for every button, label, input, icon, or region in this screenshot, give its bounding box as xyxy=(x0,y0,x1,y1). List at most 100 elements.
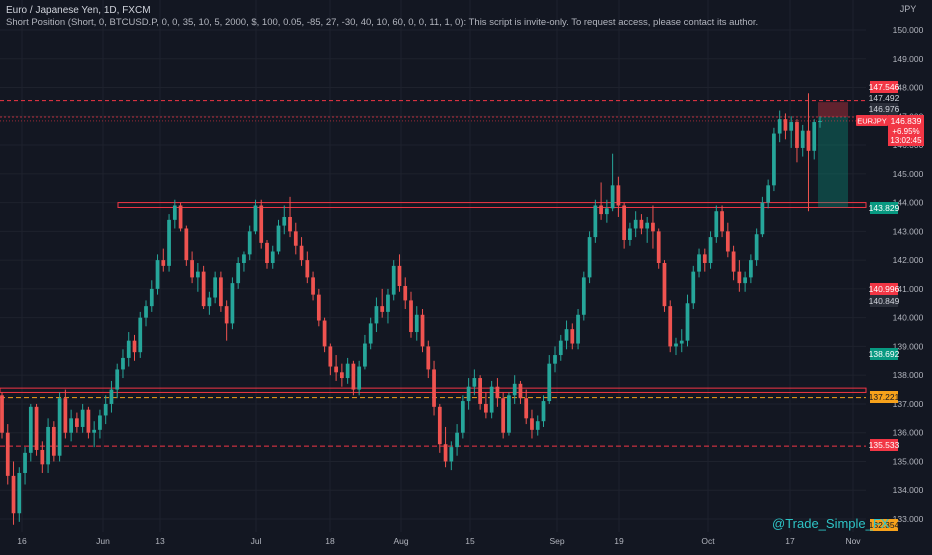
candle-body xyxy=(478,378,482,404)
candle-body xyxy=(472,378,477,387)
candle-body xyxy=(466,386,471,402)
candle-body xyxy=(92,429,97,433)
candle-body xyxy=(86,409,91,433)
candle-body xyxy=(288,216,292,232)
candle-body xyxy=(345,363,350,379)
candle-body xyxy=(610,185,615,209)
time-tick: 15 xyxy=(465,536,475,546)
label-147492: 147.492 xyxy=(869,93,900,103)
label-147546: 147.546 xyxy=(869,82,900,92)
candle-body xyxy=(224,306,229,324)
candle-body xyxy=(432,369,436,407)
candle-body xyxy=(656,231,661,263)
candle-body xyxy=(685,303,690,341)
candle-body xyxy=(760,202,765,235)
candle-body xyxy=(368,323,373,344)
candle-body xyxy=(270,251,275,263)
price-tick: 138.000 xyxy=(893,370,924,380)
candle-body xyxy=(201,271,206,307)
candle-body xyxy=(426,346,431,370)
time-axis[interactable]: 16 Jun 13 Jul 18 Aug 15 Sep 19 Oct 17 Nov xyxy=(17,536,861,546)
candle-body xyxy=(299,245,304,261)
candle-body xyxy=(812,122,817,151)
candle-body xyxy=(789,122,794,131)
candle-body xyxy=(674,343,678,347)
candle-body xyxy=(253,205,258,232)
candle-body xyxy=(460,401,465,433)
time-tick: Aug xyxy=(393,536,408,546)
candle-body xyxy=(149,288,154,307)
candle-body xyxy=(363,343,367,367)
candle-body xyxy=(5,432,10,476)
candle-body xyxy=(403,286,408,301)
label-bg-137221 xyxy=(870,391,898,403)
candle-body xyxy=(230,283,235,324)
support-zone-144 xyxy=(117,202,867,208)
candle-body xyxy=(98,415,102,430)
candle-body xyxy=(282,216,287,226)
candle-body xyxy=(547,363,552,402)
candle-body xyxy=(420,314,425,347)
candle-body xyxy=(132,340,137,353)
candle-body xyxy=(334,366,338,373)
candle-body xyxy=(484,403,488,413)
candle-body xyxy=(743,277,747,284)
candle-body xyxy=(662,262,667,307)
candle-body xyxy=(328,346,333,367)
countdown: 13:02:45 xyxy=(890,136,922,145)
candle-body xyxy=(28,406,33,453)
price-labels: 147.546 147.492 146.976 EURJPY 146.839 +… xyxy=(856,81,924,531)
candle-body xyxy=(409,300,413,333)
label-bg-146976 xyxy=(870,103,898,115)
candle-body xyxy=(34,406,39,450)
candle-body xyxy=(167,219,171,266)
label-140996: 140.996 xyxy=(869,284,900,294)
candle-body xyxy=(184,228,189,261)
candle-body xyxy=(651,222,655,232)
label-143829: 143.829 xyxy=(869,203,900,213)
candle-body xyxy=(524,398,529,419)
candle-body xyxy=(144,306,148,318)
price-tick: 148.000 xyxy=(893,83,924,93)
candle-body xyxy=(23,452,27,473)
candle-body xyxy=(489,386,494,413)
price-tick: 142.000 xyxy=(893,255,924,265)
price-tick: 137.000 xyxy=(893,399,924,409)
candle-body xyxy=(397,265,402,287)
price-tick: 134.000 xyxy=(893,485,924,495)
label-bg-143829 xyxy=(870,202,898,214)
indicator-legend[interactable]: Short Position (Short, 0, BTCUSD.P, 0, 0… xyxy=(6,17,759,28)
candle-body xyxy=(754,234,759,261)
time-tick: 13 xyxy=(155,536,165,546)
candle-body xyxy=(75,418,79,427)
candle-body xyxy=(628,228,632,240)
candle-body xyxy=(103,403,108,416)
symbol-title[interactable]: Euro / Japanese Yen, 1D, FXCM xyxy=(6,5,151,16)
candle-body xyxy=(581,277,586,315)
time-tick: Sep xyxy=(549,536,564,546)
candle-body xyxy=(749,260,753,278)
candle-body xyxy=(69,418,73,433)
candle-body xyxy=(40,449,45,465)
candle-body xyxy=(714,211,719,238)
candle-body xyxy=(236,262,241,284)
candle-body xyxy=(633,219,638,229)
price-tick: 141.000 xyxy=(893,284,924,294)
candle-body xyxy=(725,231,730,252)
candle-body xyxy=(121,357,125,370)
candle-body xyxy=(311,277,315,295)
candle-body xyxy=(351,363,356,390)
candle-body xyxy=(795,122,799,148)
price-tick: 139.000 xyxy=(893,341,924,351)
time-tick: Oct xyxy=(701,536,715,546)
label-138692: 138.692 xyxy=(869,349,900,359)
candle-body xyxy=(777,119,782,134)
candle-body xyxy=(305,260,310,278)
candle-body xyxy=(190,260,194,278)
candle-body xyxy=(766,185,771,203)
label-146976: 146.976 xyxy=(869,104,900,114)
candle-body xyxy=(818,120,822,123)
candle-body xyxy=(455,432,459,448)
